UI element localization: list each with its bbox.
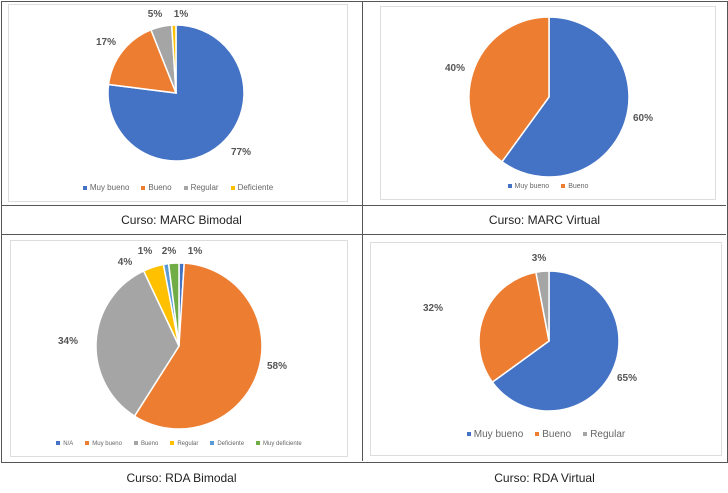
legend-marker-icon <box>583 432 588 437</box>
legend-item: Regular <box>583 429 625 440</box>
data-label: 77% <box>231 147 251 158</box>
legend-label: Bueno <box>140 441 159 447</box>
data-label: 58% <box>267 361 287 372</box>
caption-marc-virtual: Curso: MARC Virtual <box>488 213 601 227</box>
legend-marker-icon <box>230 185 235 190</box>
pie-svg: 65% 32% 3% <box>423 253 637 412</box>
data-label: 2% <box>162 246 177 257</box>
pie-slice-muy-deficiente <box>167 262 180 347</box>
legend-item: Muy bueno <box>507 183 550 190</box>
legend-label: Bueno <box>568 183 589 190</box>
legend-label: Bueno <box>542 429 572 440</box>
legend-marker-icon <box>561 184 566 189</box>
data-label: 60% <box>633 113 653 124</box>
legend-item: Bueno <box>141 183 172 192</box>
legend-label: Regular <box>190 183 219 192</box>
legend-item: Bueno <box>561 183 588 190</box>
data-label: 32% <box>423 303 443 314</box>
legend-marker-icon <box>183 185 188 190</box>
legend-item: Bueno <box>133 441 159 447</box>
legend-label: Bueno <box>148 183 172 192</box>
legend-item: Regular <box>183 183 219 192</box>
legend-label: Regular <box>177 441 199 447</box>
legend-label: Muy bueno <box>473 429 524 440</box>
pie-slice-muy-bueno <box>500 16 630 178</box>
data-label: 65% <box>617 373 637 384</box>
legend-marker-icon <box>210 441 215 446</box>
caption-rda-bimodal: Curso: RDA Bimodal <box>126 471 237 485</box>
row-divider <box>1 205 726 206</box>
legend-label: Deficiente <box>217 441 245 447</box>
legend-item: N/A <box>56 441 73 447</box>
legend-item: Muy bueno <box>466 429 524 440</box>
pie-svg: 77% 17% 5% 1% <box>96 9 251 162</box>
legend-item: Deficiente <box>230 183 274 192</box>
legend-item: Bueno <box>535 429 571 440</box>
legend-label: Muy bueno <box>89 183 130 192</box>
data-label: 1% <box>188 246 203 257</box>
legend-label: Regular <box>590 429 626 440</box>
pie-svg: 60% 40% <box>445 16 653 178</box>
pie-slice-regular <box>535 270 550 342</box>
pie-slice-bueno <box>95 269 180 418</box>
pie-chart-rda-bimodal: 1% 58% 34% 4% 1% 2% N/A Muy bueno Bueno Regular De… <box>10 240 348 457</box>
data-label: 40% <box>445 63 465 74</box>
legend-marker-icon <box>535 432 540 437</box>
legend-marker-icon <box>133 441 138 446</box>
pie-chart-marc-bimodal: 77% 17% 5% 1% Muy bueno Bueno Regular Deficient… <box>8 4 348 202</box>
legend-item: Muy deficiente <box>256 441 302 447</box>
data-label: 34% <box>58 336 78 347</box>
legend: Muy bueno Bueno Regular Deficiente <box>9 183 347 192</box>
data-label: 3% <box>532 253 547 264</box>
pie-slice-muy-bueno <box>491 270 620 412</box>
legend-marker-icon <box>141 185 146 190</box>
legend-item: Deficiente <box>210 441 244 447</box>
pie-svg: 1% 58% 34% 4% 1% 2% <box>58 246 287 430</box>
legend: Muy bueno Bueno Regular <box>371 429 721 440</box>
data-label: 17% <box>96 37 116 48</box>
data-label: 1% <box>138 246 153 257</box>
pie-slice-bueno <box>478 271 550 384</box>
legend-label: Deficiente <box>237 183 274 192</box>
legend-marker-icon <box>256 441 261 446</box>
legend-marker-icon <box>507 184 512 189</box>
legend-label: Muy bueno <box>514 183 550 190</box>
legend-label: N/A <box>63 441 74 447</box>
pie-slice-bueno <box>107 28 178 94</box>
legend-item: Regular <box>170 441 198 447</box>
legend-marker-icon <box>56 441 61 446</box>
pie-slice-deficiente <box>170 24 177 94</box>
legend-item: Muy bueno <box>82 183 130 192</box>
pie-chart-rda-virtual: 65% 32% 3% Muy bueno Bueno Regular <box>370 242 722 456</box>
row-divider <box>1 234 726 235</box>
caption-marc-bimodal: Curso: MARC Bimodal <box>121 213 242 227</box>
legend: Muy bueno Bueno <box>381 183 715 190</box>
legend-marker-icon <box>170 441 175 446</box>
legend-label: Muy deficiente <box>263 441 302 447</box>
legend-label: Muy bueno <box>92 441 122 447</box>
pie-slice-bueno <box>468 16 550 163</box>
legend-marker-icon <box>82 185 87 190</box>
pie-slice-muy-bueno <box>107 24 245 162</box>
legend: N/A Muy bueno Bueno Regular Deficiente Muy de… <box>11 441 347 447</box>
column-divider <box>362 1 363 461</box>
legend-marker-icon <box>466 432 471 437</box>
legend-marker-icon <box>85 441 90 446</box>
data-label: 4% <box>118 257 133 268</box>
caption-rda-virtual: Curso: RDA Virtual <box>494 471 595 485</box>
pie-chart-marc-virtual: 60% 40% Muy bueno Bueno <box>380 6 716 200</box>
data-label: 5% <box>148 9 163 20</box>
legend-item: Muy bueno <box>85 441 122 447</box>
pie-slice-muy-bueno <box>133 262 263 430</box>
data-label: 1% <box>174 9 189 20</box>
